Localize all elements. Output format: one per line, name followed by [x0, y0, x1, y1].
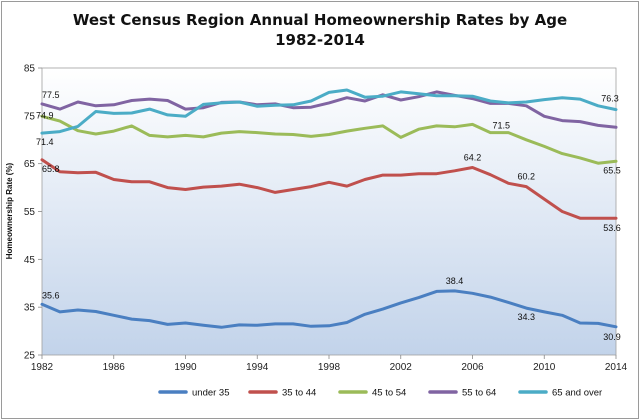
x-tick-label: 2010 — [533, 362, 556, 373]
series-line-45-to-54 — [40, 114, 618, 165]
data-label: 60.2 — [518, 172, 536, 182]
data-label: 77.5 — [42, 90, 60, 100]
y-tick-label: 45 — [24, 255, 36, 266]
x-tick-label: 2014 — [605, 362, 628, 373]
data-label: 38.4 — [446, 276, 464, 286]
x-tick-label: 1982 — [31, 362, 54, 373]
x-tick-label: 1994 — [246, 362, 269, 373]
legend-label-45-to-54: 45 to 54 — [372, 388, 406, 399]
y-axis-label: Homeownership Rate (%) — [5, 162, 14, 259]
data-label: 76.3 — [601, 94, 619, 104]
legend-label-65-and-over: 65 and over — [552, 388, 602, 399]
series-line-35-to-44 — [40, 158, 618, 220]
y-tick-label: 85 — [24, 64, 36, 75]
data-label: 35.6 — [42, 290, 60, 300]
data-label: 65.5 — [603, 165, 621, 175]
series-line-under-35 — [40, 289, 618, 329]
data-label: 74.9 — [36, 110, 54, 120]
x-tick-label: 1986 — [103, 362, 126, 373]
y-tick-label: 55 — [24, 207, 36, 218]
y-tick-label: 75 — [24, 111, 36, 122]
data-label: 53.6 — [603, 223, 621, 233]
legend-label-55-to-64: 55 to 64 — [462, 388, 496, 399]
legend-label-35-to-44: 35 to 44 — [282, 388, 316, 399]
x-tick-label: 2006 — [461, 362, 484, 373]
chart-title-line2: 1982-2014 — [275, 31, 365, 49]
series-line-65-and-over — [40, 88, 618, 135]
data-label: 71.5 — [492, 121, 510, 131]
data-label: 65.8 — [42, 164, 60, 174]
y-tick-label: 25 — [24, 351, 36, 362]
legend-label-under-35: under 35 — [192, 388, 230, 399]
x-tick-label: 1990 — [174, 362, 197, 373]
x-tick-label: 1998 — [318, 362, 341, 373]
y-tick-label: 35 — [24, 303, 36, 314]
x-tick-label: 2002 — [390, 362, 413, 373]
chart-title: West Census Region Annual Homeownership … — [0, 10, 640, 50]
y-tick-label: 65 — [24, 159, 36, 170]
data-label: 30.9 — [603, 332, 621, 342]
series-line-55-to-64 — [40, 90, 618, 129]
data-label: 64.2 — [464, 152, 482, 162]
data-label: 71.4 — [36, 137, 54, 147]
data-label: 34.3 — [518, 312, 536, 322]
chart-title-line1: West Census Region Annual Homeownership … — [72, 11, 568, 29]
